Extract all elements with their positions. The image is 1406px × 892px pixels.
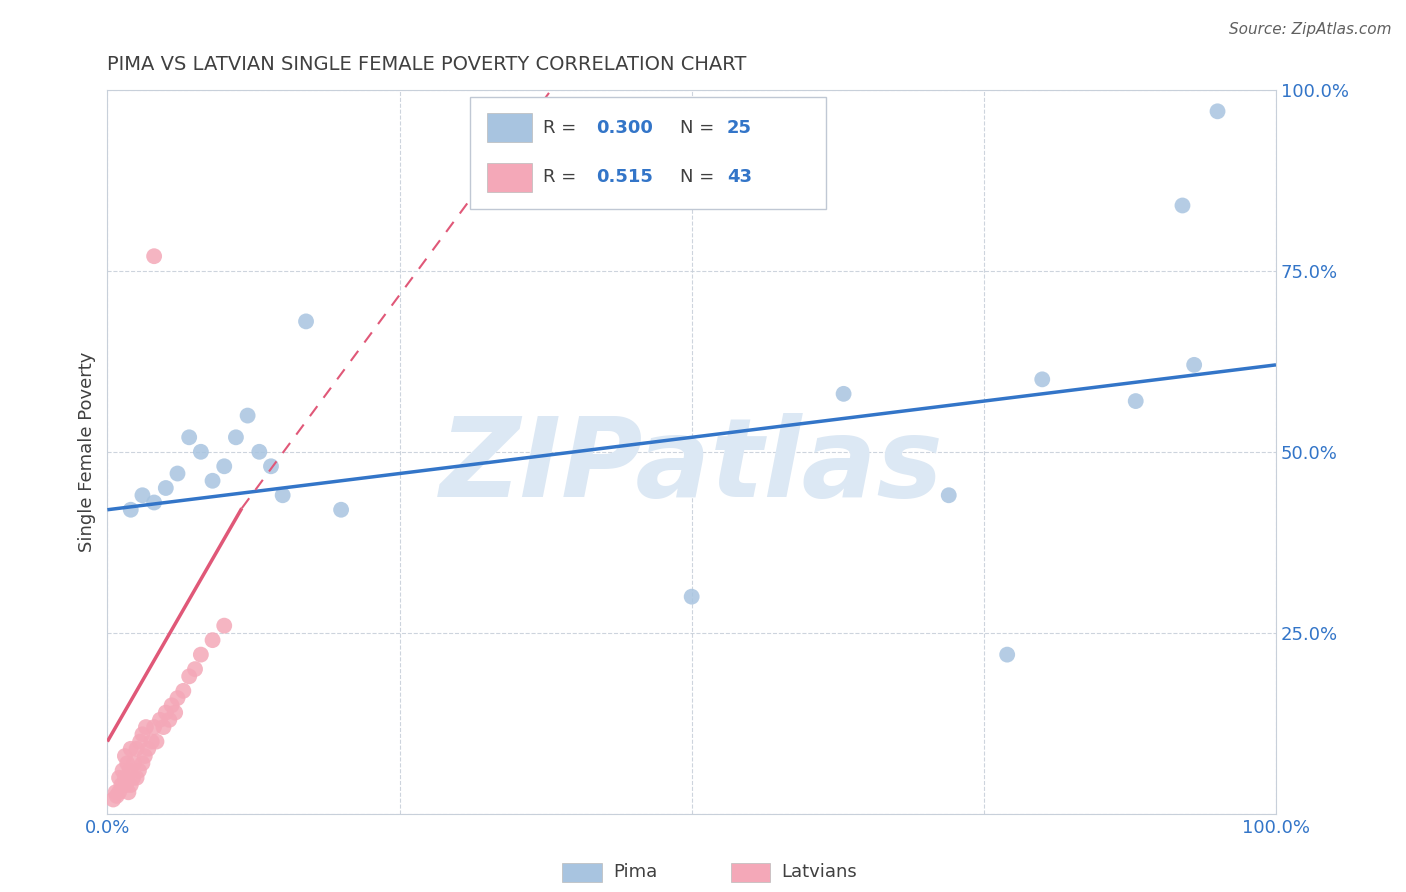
Text: ZIPatlas: ZIPatlas (440, 413, 943, 520)
Point (271, 488, 294, 502)
Point (108, 771, 131, 785)
Point (117, 756, 139, 771)
Point (115, 778, 138, 792)
Point (184, 662, 207, 676)
Point (190, 648, 212, 662)
Point (111, 764, 134, 778)
Text: PIMA VS LATVIAN SINGLE FEMALE POVERTY CORRELATION CHART: PIMA VS LATVIAN SINGLE FEMALE POVERTY CO… (107, 55, 747, 74)
Point (190, 444, 212, 458)
Text: R =: R = (543, 169, 582, 186)
Point (166, 467, 188, 481)
Point (141, 734, 163, 748)
Point (105, 789, 128, 803)
Text: 25: 25 (727, 119, 752, 137)
Point (120, 741, 142, 756)
Point (295, 314, 318, 328)
Text: N =: N = (681, 119, 720, 137)
Point (330, 502, 353, 516)
Point (155, 481, 177, 495)
FancyBboxPatch shape (470, 97, 827, 209)
Point (212, 618, 235, 632)
Point (172, 683, 194, 698)
Point (143, 495, 166, 509)
Point (125, 771, 148, 785)
Point (201, 633, 224, 648)
Point (149, 713, 172, 727)
Text: Source: ZipAtlas.com: Source: ZipAtlas.com (1229, 22, 1392, 37)
Point (225, 430, 247, 444)
Point (236, 409, 259, 423)
Point (1182, 358, 1205, 372)
Point (120, 778, 142, 792)
Point (1125, 394, 1147, 409)
Text: 43: 43 (727, 169, 752, 186)
Point (681, 590, 703, 604)
Point (131, 756, 153, 771)
Point (938, 488, 960, 502)
Point (832, 387, 855, 401)
Point (166, 691, 188, 706)
Point (179, 430, 201, 444)
Point (131, 488, 153, 502)
Point (157, 713, 180, 727)
Text: Latvians: Latvians (782, 863, 858, 881)
Text: 0.300: 0.300 (596, 119, 652, 137)
Point (103, 792, 125, 806)
Point (110, 778, 132, 792)
Point (247, 444, 270, 458)
Point (118, 764, 141, 778)
Point (117, 785, 139, 799)
Y-axis label: Single Female Poverty: Single Female Poverty (79, 351, 96, 552)
Point (114, 749, 136, 764)
Point (122, 771, 145, 785)
Point (143, 249, 166, 263)
Text: R =: R = (543, 119, 582, 137)
Point (145, 734, 167, 748)
Point (1206, 104, 1229, 119)
Point (108, 785, 131, 799)
Point (160, 698, 183, 713)
FancyBboxPatch shape (486, 113, 531, 143)
Point (129, 734, 152, 748)
Point (995, 648, 1018, 662)
FancyBboxPatch shape (486, 162, 531, 192)
Point (128, 764, 150, 778)
Point (212, 459, 235, 474)
Point (125, 741, 148, 756)
Point (155, 706, 177, 720)
Point (122, 756, 145, 771)
Text: Pima: Pima (613, 863, 657, 881)
Point (165, 706, 187, 720)
Point (152, 720, 174, 734)
Point (134, 749, 156, 764)
Text: 0.515: 0.515 (596, 169, 652, 186)
Point (120, 502, 142, 516)
Point (201, 474, 224, 488)
Point (131, 727, 153, 741)
Text: N =: N = (681, 169, 720, 186)
Point (114, 771, 136, 785)
Point (1031, 372, 1053, 386)
Point (179, 669, 201, 683)
Point (260, 459, 283, 474)
Point (143, 720, 166, 734)
Point (135, 720, 157, 734)
Point (1171, 198, 1194, 212)
Point (104, 785, 127, 799)
Point (136, 741, 159, 756)
